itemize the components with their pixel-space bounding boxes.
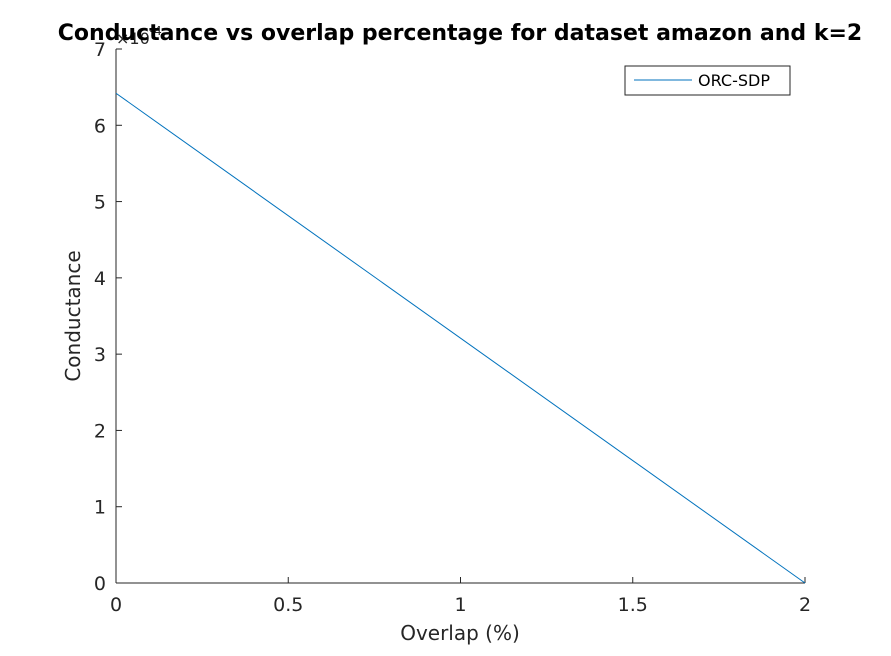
y-exponent-label: ×10-4 — [116, 24, 162, 48]
y-tick-label: 4 — [94, 268, 106, 290]
x-tick-label: 1.5 — [618, 594, 648, 616]
legend-label-orc-sdp: ORC-SDP — [698, 71, 770, 90]
x-axis-label: Overlap (%) — [400, 621, 520, 645]
y-tick-label: 5 — [94, 192, 106, 214]
x-tick-label: 0.5 — [273, 594, 303, 616]
y-tick-label: 1 — [94, 497, 106, 519]
plot-area — [116, 49, 805, 583]
y-tick-label: 6 — [94, 115, 106, 137]
y-tick-label: 7 — [94, 39, 106, 61]
axes — [115, 49, 805, 584]
x-tick-label: 1 — [454, 594, 466, 616]
series-layer — [115, 92, 806, 584]
y-tick-label: 3 — [94, 344, 106, 366]
y-ticks: 0 1 2 3 4 5 6 7 — [94, 39, 122, 595]
series-line-orc-sdp — [115, 92, 806, 584]
chart-title: Conductance vs overlap percentage for da… — [58, 21, 862, 46]
x-ticks: 0 0.5 1 1.5 2 — [110, 577, 811, 616]
y-axis-label: Conductance — [61, 250, 85, 381]
y-tick-label: 2 — [94, 420, 106, 442]
x-tick-label: 0 — [110, 594, 122, 616]
legend: ORC-SDP — [624, 65, 791, 96]
y-tick-label: 0 — [94, 573, 106, 595]
x-tick-label: 2 — [799, 594, 811, 616]
